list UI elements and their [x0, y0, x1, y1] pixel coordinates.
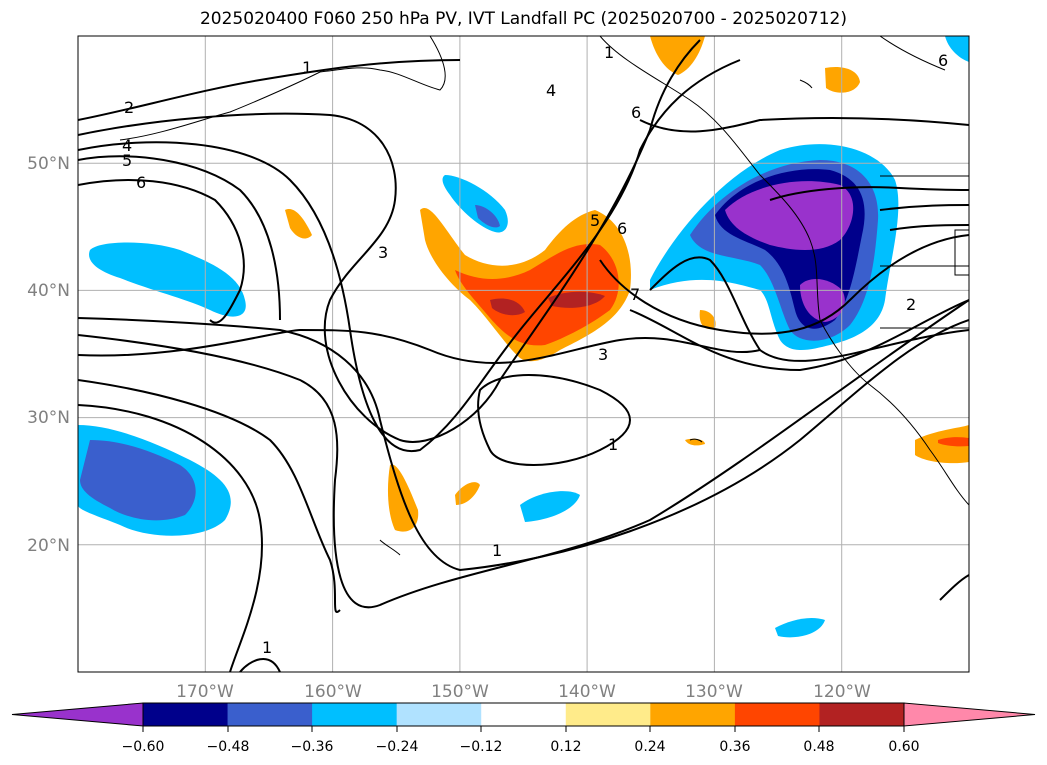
- pv-contours: [78, 39, 969, 672]
- colorbar-segment: [227, 703, 313, 726]
- colorbar-label: 0.36: [719, 739, 750, 755]
- colorbar-segment: [565, 703, 651, 726]
- contour-label: 2: [124, 98, 134, 117]
- contour-label: 4: [122, 136, 132, 155]
- contour-label: 1: [262, 638, 272, 657]
- colorbar-frame: [142, 702, 905, 727]
- lon-axis: 170°W 160°W 150°W 140°W 130°W 120°W: [176, 682, 871, 702]
- colorbar-label: −0.60: [122, 739, 165, 755]
- contour-label: 7: [630, 285, 640, 304]
- colorbar-extend-low: [11, 702, 144, 727]
- colorbar-label: −0.36: [291, 739, 334, 755]
- contour-label: 6: [617, 219, 627, 238]
- colorbar-segment: [396, 703, 482, 726]
- colorbar-segments: [11, 702, 1036, 727]
- lon-tick-label: 130°W: [685, 682, 743, 702]
- contour-label: 6: [631, 103, 641, 122]
- contour-label: 1: [302, 58, 312, 77]
- colorbar-labels: −0.60 −0.48 −0.36 −0.24 −0.12 0.12 0.24 …: [122, 739, 920, 755]
- colorbar-label: −0.48: [207, 739, 250, 755]
- colorbar-segment: [481, 703, 567, 726]
- lon-tick-label: 140°W: [558, 682, 616, 702]
- colorbar-extend-high: [903, 702, 1036, 727]
- lon-tick-label: 170°W: [176, 682, 234, 702]
- colorbar-segment: [734, 703, 820, 726]
- colorbar-label: 0.60: [888, 739, 919, 755]
- contour-label: 3: [598, 345, 608, 364]
- colorbar-label: −0.12: [460, 739, 503, 755]
- contour-label: 1: [604, 43, 614, 62]
- contour-label: 6: [136, 173, 146, 192]
- lat-tick-label: 30°N: [27, 408, 70, 428]
- map-frame: [77, 35, 970, 673]
- map-title: 2025020400 F060 250 hPa PV, IVT Landfall…: [199, 9, 847, 29]
- contour-label: 6: [938, 51, 948, 70]
- contour-label: 1: [608, 435, 618, 454]
- lat-axis: 50°N 40°N 30°N 20°N: [27, 154, 70, 556]
- colorbar-label: 0.24: [634, 739, 665, 755]
- colorbar-segment: [650, 703, 736, 726]
- colorbar-segment: [819, 703, 905, 726]
- lon-tick-label: 160°W: [304, 682, 362, 702]
- colorbar-segment: [312, 703, 398, 726]
- contour-label: 3: [378, 243, 388, 262]
- colorbar-ticks: [142, 726, 905, 732]
- contour-label: 2: [906, 295, 916, 314]
- coastlines: [119, 36, 969, 556]
- colorbar-label: 0.48: [803, 739, 834, 755]
- lon-tick-label: 150°W: [431, 682, 489, 702]
- colorbar-label: 0.12: [550, 739, 581, 755]
- contour-label: 1: [492, 541, 502, 560]
- lat-tick-label: 40°N: [27, 281, 70, 301]
- contour-label: 4: [546, 81, 556, 100]
- contour-label: 5: [590, 211, 600, 230]
- colorbar: −0.60 −0.48 −0.36 −0.24 −0.12 0.12 0.24 …: [11, 702, 1036, 755]
- lat-tick-label: 50°N: [27, 154, 70, 174]
- shaded-regions: [78, 36, 969, 638]
- contour-labels: 1 2 4 5 6 1 4 6 3 5 6 7 3 1 1 2 6 1: [122, 43, 948, 657]
- lon-tick-label: 120°W: [813, 682, 871, 702]
- lat-tick-label: 20°N: [27, 536, 70, 556]
- contour-label: 5: [122, 151, 132, 170]
- colorbar-segment: [143, 703, 229, 726]
- colorbar-label: −0.24: [376, 739, 419, 755]
